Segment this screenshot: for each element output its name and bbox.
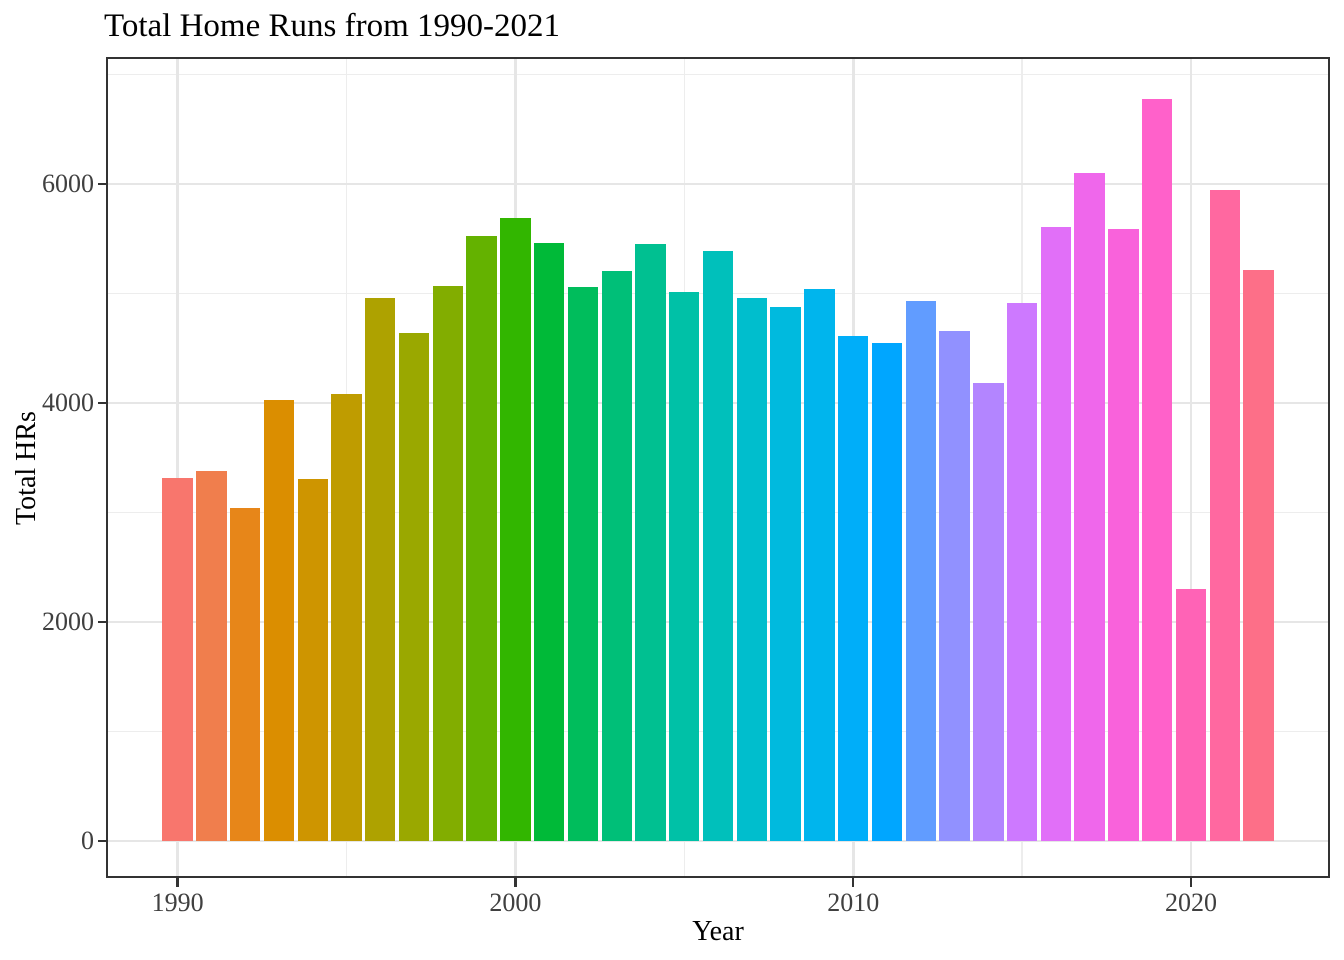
bar-1998 bbox=[432, 286, 464, 841]
bar-1995 bbox=[331, 394, 362, 841]
x-axis-title: Year bbox=[692, 916, 744, 947]
bar-2018 bbox=[1108, 229, 1139, 841]
bar-1996 bbox=[365, 297, 396, 841]
bar-2014 bbox=[973, 382, 1004, 841]
y-tick-0 bbox=[98, 839, 107, 843]
y-tick-2000 bbox=[98, 620, 107, 624]
bar-2000 bbox=[500, 217, 531, 841]
bar-2001 bbox=[533, 243, 565, 841]
bar-2007 bbox=[736, 298, 768, 841]
bar-2008 bbox=[770, 306, 801, 841]
y-major-gridline-0 bbox=[107, 839, 1330, 843]
y-tick-label-2000: 2000 bbox=[42, 607, 94, 636]
bar-2016 bbox=[1040, 226, 1072, 841]
y-tick-label-6000: 6000 bbox=[42, 169, 94, 198]
bar-2021 bbox=[1209, 190, 1240, 841]
y-minor-gridline-7000 bbox=[107, 73, 1330, 76]
bar-1992 bbox=[229, 508, 261, 841]
x-tick-2000 bbox=[514, 877, 517, 887]
x-tick-2020 bbox=[1189, 877, 1193, 887]
bar-2003 bbox=[601, 270, 632, 841]
bar-1997 bbox=[398, 332, 430, 841]
bar-2012 bbox=[905, 300, 936, 841]
y-tick-4000 bbox=[98, 401, 107, 405]
x-tick-1990 bbox=[176, 877, 179, 887]
x-tick-label-1990: 1990 bbox=[151, 888, 204, 917]
bar-1999 bbox=[466, 235, 497, 841]
bar-2022 bbox=[1243, 269, 1274, 841]
bar-2009 bbox=[804, 288, 835, 841]
bar-2010 bbox=[838, 335, 869, 841]
bar-2002 bbox=[567, 287, 599, 841]
bar-2004 bbox=[635, 244, 666, 841]
x-major-gridline-2020 bbox=[1189, 58, 1193, 878]
bar-2019 bbox=[1142, 99, 1173, 841]
bar-2015 bbox=[1006, 303, 1038, 841]
y-tick-6000 bbox=[98, 182, 107, 186]
x-tick-2010 bbox=[851, 877, 855, 887]
bar-2020 bbox=[1175, 588, 1207, 841]
bar-2006 bbox=[702, 251, 734, 841]
x-tick-label-2010: 2010 bbox=[827, 888, 880, 917]
bar-2013 bbox=[939, 330, 970, 841]
bar-1994 bbox=[297, 478, 328, 841]
y-tick-label-0: 0 bbox=[81, 826, 94, 855]
chart-title: Total Home Runs from 1990-2021 bbox=[104, 8, 560, 44]
bar-1990 bbox=[162, 477, 193, 841]
x-tick-label-2020: 2020 bbox=[1165, 888, 1217, 917]
bar-2017 bbox=[1074, 172, 1105, 841]
bar-1993 bbox=[263, 399, 295, 841]
y-axis-title: Total HRs bbox=[11, 411, 42, 525]
y-major-gridline-6000 bbox=[107, 182, 1330, 186]
y-tick-label-4000: 4000 bbox=[42, 388, 94, 417]
bar-2011 bbox=[871, 342, 903, 841]
x-tick-label-2000: 2000 bbox=[489, 888, 542, 917]
bar-1991 bbox=[196, 470, 227, 841]
x-major-gridline-1990 bbox=[176, 58, 179, 878]
bar-2005 bbox=[669, 291, 700, 841]
